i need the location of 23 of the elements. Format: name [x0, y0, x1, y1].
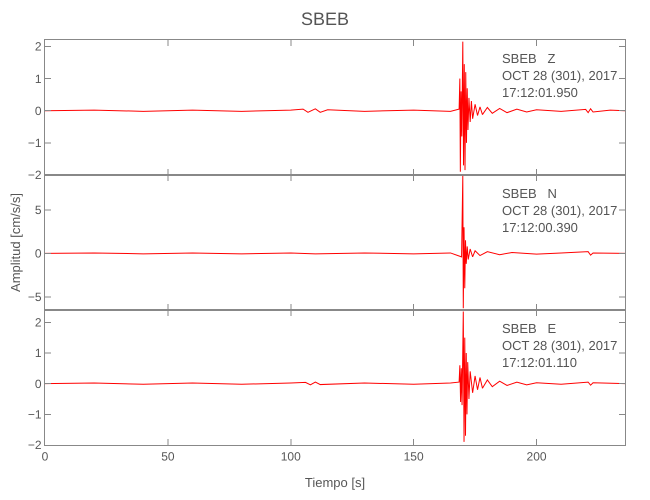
chart-title: SBEB	[300, 9, 350, 30]
y-tick-label: 2	[34, 315, 42, 330]
x-tick-label: 150	[404, 449, 424, 464]
annotation: SBEB N OCT 28 (301), 2017 17:12:00.390	[502, 186, 618, 235]
y-tick-label: 0	[34, 376, 42, 391]
x-tick-label: 200	[526, 449, 547, 464]
x-axis-title: Tiempo [s]	[304, 475, 366, 490]
y-tick-label: −1	[28, 136, 42, 150]
y-tick-label: 2	[34, 40, 42, 54]
annotation: SBEB E OCT 28 (301), 2017 17:12:01.110	[502, 321, 618, 370]
x-tick-label: 50	[161, 449, 175, 464]
y-tick-label: −2	[28, 168, 42, 182]
y-tick-label: −5	[28, 290, 42, 304]
y-tick-label: 5	[34, 203, 42, 218]
y-axis-title: Amplitud [cm/s/s]	[8, 193, 23, 292]
y-tick-label: 1	[34, 346, 42, 360]
y-tick-label: 0	[34, 246, 42, 261]
y-tick-label: −2	[28, 438, 42, 452]
y-tick-label: 0	[34, 104, 42, 118]
y-tick-label: −1	[28, 408, 42, 422]
x-tick-label: 100	[280, 449, 302, 464]
annotation: SBEB Z OCT 28 (301), 2017 17:12:01.950	[502, 51, 618, 100]
y-tick-label: 1	[34, 72, 42, 86]
